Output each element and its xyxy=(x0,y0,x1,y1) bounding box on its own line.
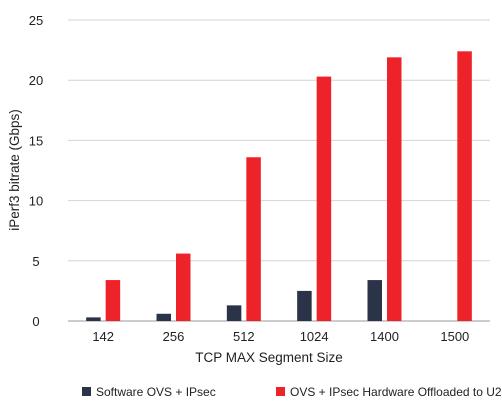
bar-hardware-1500 xyxy=(457,51,472,321)
y-axis-title: iPerf3 bitrate (Gbps) xyxy=(7,109,22,231)
x-axis-title: TCP MAX Segment Size xyxy=(195,350,343,365)
bar-hardware-512 xyxy=(246,157,261,321)
legend-swatch xyxy=(276,387,285,396)
bar-software-1024 xyxy=(297,290,312,321)
bar-hardware-1400 xyxy=(387,57,402,321)
bar-hardware-1024 xyxy=(316,76,332,321)
bar-software-512 xyxy=(226,305,242,321)
x-tick-labels: 142 256 512 1024 1400 1500 xyxy=(92,329,469,344)
y-tick-label: 0 xyxy=(32,314,39,329)
y-tick-labels: 0 5 10 15 20 25 xyxy=(29,13,43,329)
y-tick-label: 25 xyxy=(29,13,43,28)
y-tick-label: 20 xyxy=(29,73,43,88)
bars xyxy=(86,51,472,321)
x-tick-label: 256 xyxy=(163,329,185,344)
x-tick-label: 1024 xyxy=(300,329,329,344)
gridlines xyxy=(68,19,490,322)
y-tick-label: 5 xyxy=(32,254,39,269)
x-tick-label: 142 xyxy=(92,329,114,344)
bar-hardware-256 xyxy=(176,253,191,321)
legend: Software OVS + IPsec OVS + IPsec Hardware… xyxy=(82,385,502,399)
x-tick-label: 512 xyxy=(233,329,255,344)
x-tick-label: 1500 xyxy=(440,329,469,344)
legend-label: Software OVS + IPsec xyxy=(96,385,216,399)
bar-software-1400 xyxy=(367,280,382,321)
bar-hardware-142 xyxy=(105,280,121,321)
bar-software-142 xyxy=(86,317,101,321)
legend-label: OVS + IPsec Hardware Offloaded to U25N xyxy=(290,385,502,399)
bar-software-256 xyxy=(156,313,171,321)
legend-swatch xyxy=(82,387,91,396)
y-tick-label: 15 xyxy=(29,133,43,148)
y-tick-label: 10 xyxy=(29,194,43,209)
x-tick-label: 1400 xyxy=(370,329,399,344)
